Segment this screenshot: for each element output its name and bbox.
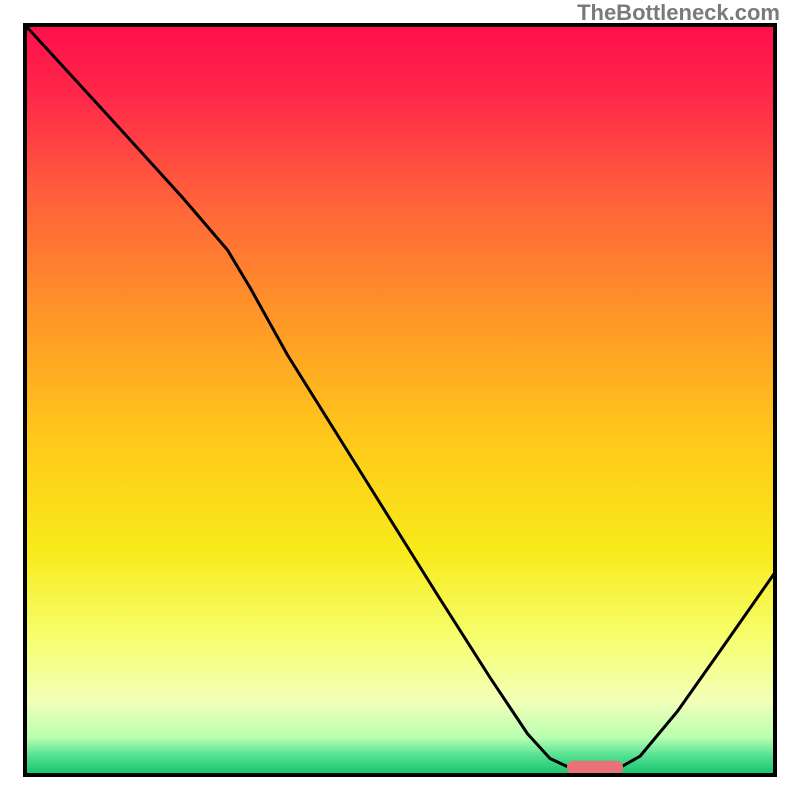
bottleneck-chart: TheBottleneck.com — [0, 0, 800, 800]
chart-svg — [0, 0, 800, 800]
optimal-marker — [567, 761, 623, 775]
watermark-text: TheBottleneck.com — [577, 0, 780, 26]
plot-background — [25, 25, 775, 775]
